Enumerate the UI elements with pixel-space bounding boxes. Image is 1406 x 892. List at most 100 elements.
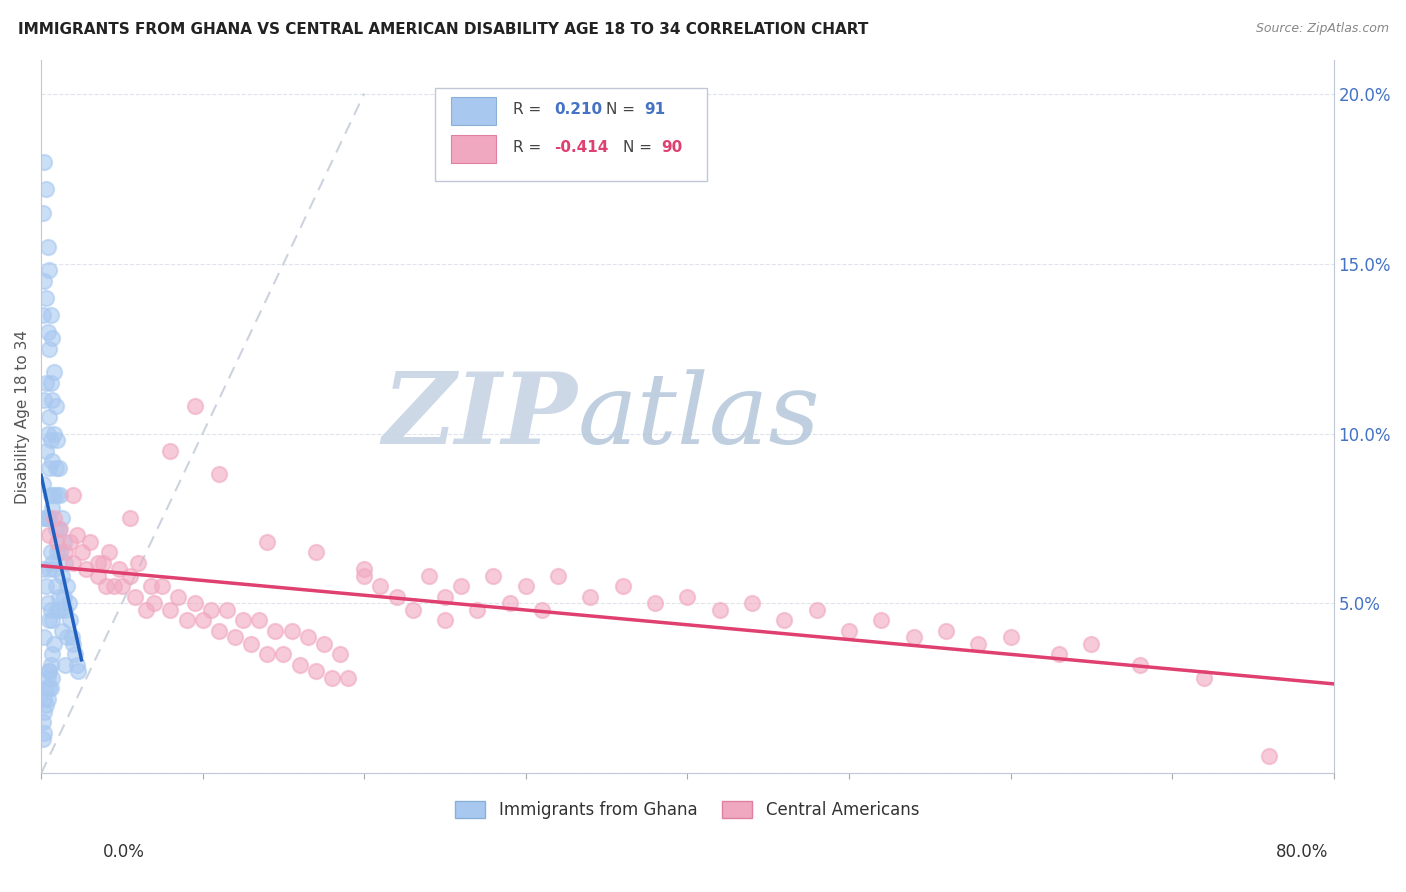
Point xyxy=(31,732,53,747)
Text: N =: N = xyxy=(623,140,652,155)
Point xyxy=(1258,749,1281,764)
Text: 91: 91 xyxy=(645,102,666,117)
Point xyxy=(38,528,60,542)
Point xyxy=(118,511,141,525)
Point xyxy=(52,535,75,549)
Point xyxy=(49,603,72,617)
Point xyxy=(482,569,505,583)
Point xyxy=(39,376,62,390)
Point xyxy=(1194,671,1216,685)
Point xyxy=(51,569,73,583)
Point xyxy=(38,681,60,696)
Point xyxy=(183,400,205,414)
Point xyxy=(48,522,70,536)
Point xyxy=(38,263,60,277)
Point xyxy=(247,614,270,628)
Text: 0.0%: 0.0% xyxy=(103,843,145,861)
Text: 80.0%: 80.0% xyxy=(1277,843,1329,861)
Point xyxy=(66,657,89,672)
Text: 90: 90 xyxy=(662,140,683,155)
Point xyxy=(41,453,63,467)
Point xyxy=(94,579,117,593)
Point xyxy=(39,488,62,502)
Point xyxy=(34,691,56,706)
Point xyxy=(53,556,76,570)
Point xyxy=(467,603,489,617)
Point xyxy=(139,579,162,593)
Point xyxy=(34,631,56,645)
Text: Source: ZipAtlas.com: Source: ZipAtlas.com xyxy=(1256,22,1389,36)
Point xyxy=(1047,648,1070,662)
Point xyxy=(37,325,59,339)
Point xyxy=(515,579,537,593)
Point xyxy=(644,597,666,611)
Point xyxy=(39,434,62,448)
Point xyxy=(135,603,157,617)
Text: R =: R = xyxy=(513,102,541,117)
Point xyxy=(150,579,173,593)
Point xyxy=(709,603,731,617)
Point xyxy=(63,648,86,662)
Point xyxy=(31,715,53,730)
Point xyxy=(434,590,457,604)
Point xyxy=(41,614,63,628)
Point xyxy=(39,545,62,559)
Legend: Immigrants from Ghana, Central Americans: Immigrants from Ghana, Central Americans xyxy=(449,794,927,826)
Point xyxy=(37,239,59,253)
Point xyxy=(39,603,62,617)
Text: N =: N = xyxy=(606,102,636,117)
Point xyxy=(38,409,60,424)
Point xyxy=(41,671,63,685)
Point xyxy=(240,637,263,651)
Point xyxy=(305,545,328,559)
Point xyxy=(41,648,63,662)
Point xyxy=(49,488,72,502)
Point xyxy=(41,501,63,516)
Point xyxy=(103,579,125,593)
Point xyxy=(49,522,72,536)
Point xyxy=(191,614,214,628)
Point xyxy=(288,657,311,672)
Point xyxy=(34,705,56,719)
Point xyxy=(967,637,990,651)
Point xyxy=(35,681,58,696)
Point xyxy=(353,569,375,583)
Point xyxy=(42,511,65,525)
Point xyxy=(58,597,80,611)
Point xyxy=(1080,637,1102,651)
FancyBboxPatch shape xyxy=(451,135,496,163)
Point xyxy=(127,556,149,570)
Point xyxy=(118,569,141,583)
Point xyxy=(612,579,634,593)
Point xyxy=(62,488,84,502)
Point xyxy=(46,488,69,502)
Point xyxy=(45,460,67,475)
Point xyxy=(337,671,360,685)
Point xyxy=(51,624,73,638)
Point xyxy=(903,631,925,645)
Point xyxy=(264,624,287,638)
Point xyxy=(86,556,108,570)
Point xyxy=(34,154,56,169)
Point xyxy=(56,579,79,593)
Point xyxy=(402,603,425,617)
Text: 0.210: 0.210 xyxy=(554,102,602,117)
Point xyxy=(530,603,553,617)
Point xyxy=(215,603,238,617)
Point xyxy=(60,631,83,645)
Point xyxy=(46,545,69,559)
FancyBboxPatch shape xyxy=(436,88,707,181)
Point xyxy=(53,603,76,617)
Point xyxy=(46,535,69,549)
Point xyxy=(547,569,569,583)
Point xyxy=(38,511,60,525)
Point xyxy=(38,460,60,475)
Point xyxy=(38,665,60,679)
Point xyxy=(59,535,82,549)
Point xyxy=(450,579,472,593)
Point xyxy=(418,569,440,583)
Point xyxy=(34,725,56,739)
Point xyxy=(42,365,65,379)
Y-axis label: Disability Age 18 to 34: Disability Age 18 to 34 xyxy=(15,329,30,503)
Point xyxy=(35,376,58,390)
